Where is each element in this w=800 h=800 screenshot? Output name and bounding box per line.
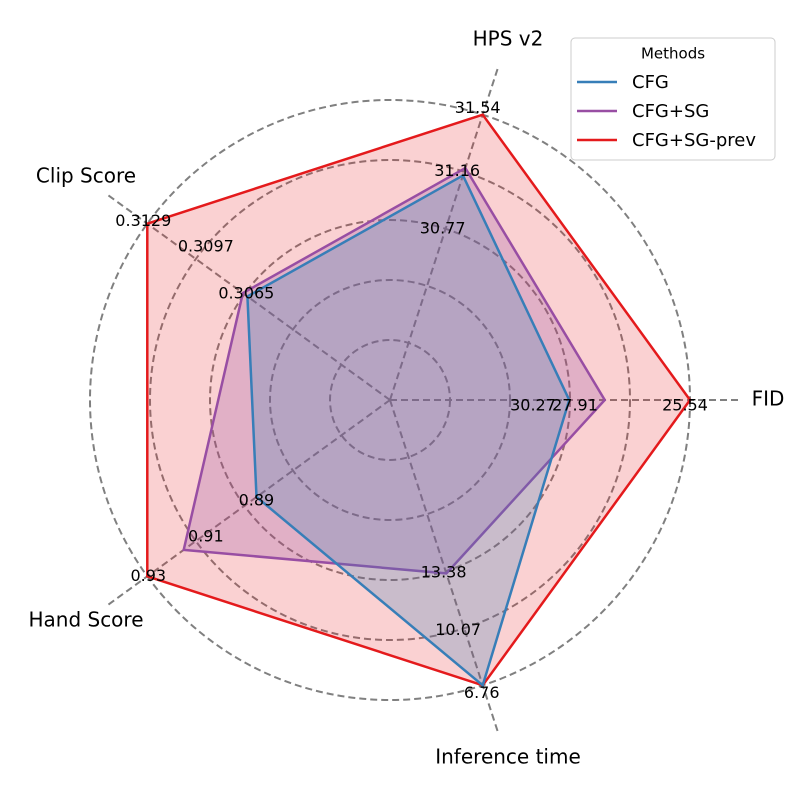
tick-label: 0.93 xyxy=(130,566,166,585)
axis-title: Hand Score xyxy=(28,608,143,632)
axis-title: Clip Score xyxy=(36,164,136,188)
axis-title: HPS v2 xyxy=(473,27,544,51)
legend-title: Methods xyxy=(641,45,705,63)
legend-entry: CFG xyxy=(632,72,669,93)
grid-ring-4 xyxy=(149,159,631,641)
tick-label: 25.54 xyxy=(662,396,708,415)
legend-entry: CFG+SG xyxy=(632,101,709,122)
tick-label: 30.77 xyxy=(420,218,466,237)
tick-label: 0.89 xyxy=(239,490,275,509)
axis-title: FID xyxy=(752,387,785,411)
tick-label: 0.3129 xyxy=(115,211,171,230)
tick-label: 0.3097 xyxy=(178,236,234,255)
legend-entry: CFG+SG-prev xyxy=(632,130,756,151)
series-layer xyxy=(146,113,692,688)
axis-spoke-3 xyxy=(106,193,391,401)
axis-spoke-2 xyxy=(389,66,500,401)
tick-label: 30.27 xyxy=(510,396,556,415)
grid-ring-2 xyxy=(269,279,511,521)
tick-label: 0.3065 xyxy=(218,284,274,303)
tick-label: 31.16 xyxy=(434,161,480,180)
tick-label: 6.76 xyxy=(464,683,500,702)
axis-title: Inference time xyxy=(435,745,581,769)
tick-label: 13.38 xyxy=(421,563,467,582)
series-cfg-polygon xyxy=(246,173,571,688)
axis-spoke-5 xyxy=(389,399,500,734)
tick-label: 27.91 xyxy=(552,396,598,415)
legend: Methods CFG CFG+SG CFG+SG-prev xyxy=(570,37,776,161)
axis-spoke-4 xyxy=(106,399,391,607)
tick-label: 31.54 xyxy=(455,98,501,117)
axis-titles: FID HPS v2 Clip Score Hand Score Inference t… xyxy=(28,27,784,769)
tick-label: 0.91 xyxy=(188,527,224,546)
legend-box xyxy=(570,37,776,161)
series-cfg-sg-prev-polygon xyxy=(146,113,692,687)
tick-label: 10.07 xyxy=(435,620,481,639)
series-cfg-sg-polygon xyxy=(182,166,607,575)
